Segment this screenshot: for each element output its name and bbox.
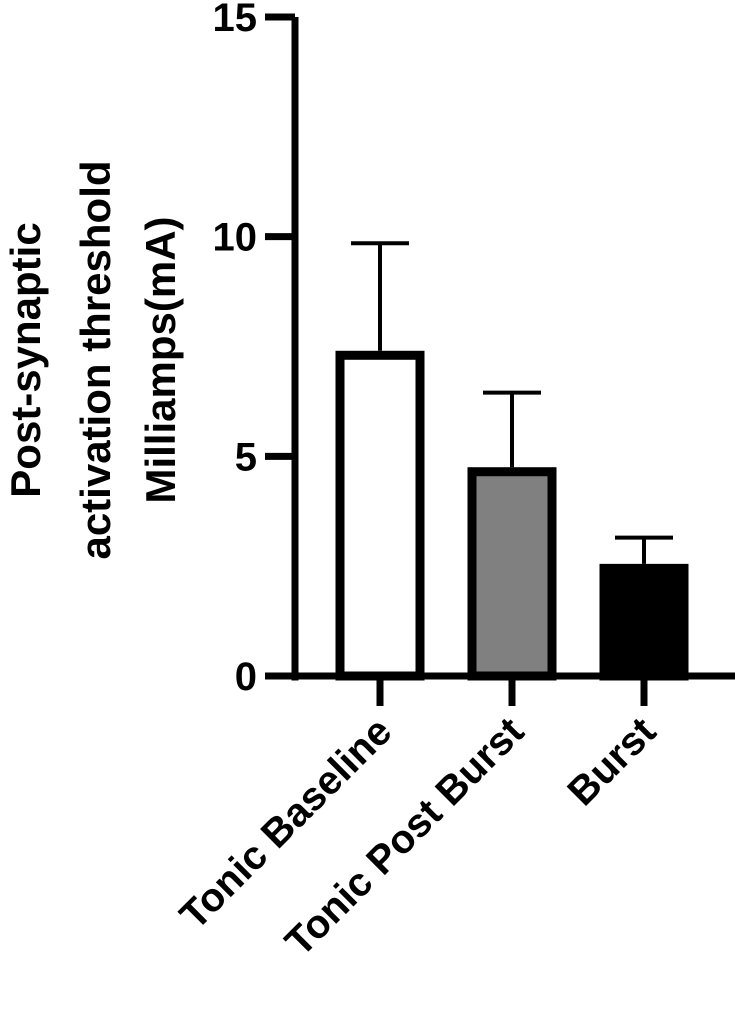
y-tick-label: 15 (213, 0, 258, 40)
bar-tonic-post-burst (467, 467, 557, 681)
bar-burst (599, 563, 689, 681)
y-axis-title-line: Post-synaptic (2, 222, 49, 497)
y-tick-label: 5 (235, 435, 257, 479)
error-bars (351, 241, 673, 564)
y-axis-title-line: Milliamps(mA) (137, 216, 184, 503)
x-category-label: Burst (559, 709, 664, 814)
bar-tonic-baseline (335, 350, 425, 681)
y-tick-label: 10 (213, 216, 258, 260)
y-axis-title: Post-synaptic activation threshold Milliam… (2, 160, 184, 559)
y-tick-label: 0 (235, 655, 257, 699)
y-axis-title-line: activation threshold (72, 160, 119, 559)
x-category-label: Tonic Post Burst (277, 709, 532, 964)
y-ticks: 0 5 10 15 (213, 0, 295, 699)
bars (335, 350, 689, 681)
